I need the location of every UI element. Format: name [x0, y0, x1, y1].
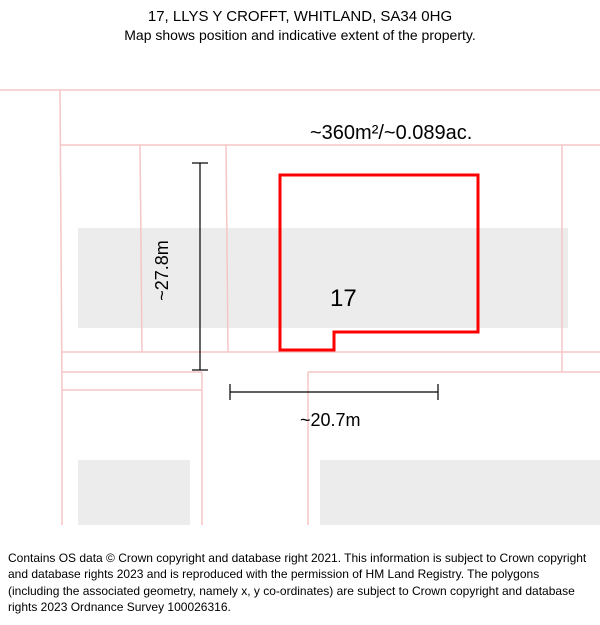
map-svg — [0, 50, 600, 525]
width-dimension-label: ~20.7m — [300, 410, 361, 431]
header: 17, LLYS Y CROFFT, WHITLAND, SA34 0HG Ma… — [0, 0, 600, 47]
height-dimension-label: ~27.8m — [152, 240, 173, 301]
copyright-footer: Contains OS data © Crown copyright and d… — [0, 544, 600, 625]
page-title: 17, LLYS Y CROFFT, WHITLAND, SA34 0HG — [10, 8, 590, 25]
page-subtitle: Map shows position and indicative extent… — [10, 27, 590, 43]
area-label: ~360m²/~0.089ac. — [310, 122, 472, 145]
map-canvas: ~360m²/~0.089ac. ~27.8m ~20.7m 17 — [0, 50, 600, 525]
plot-number-label: 17 — [330, 285, 357, 313]
